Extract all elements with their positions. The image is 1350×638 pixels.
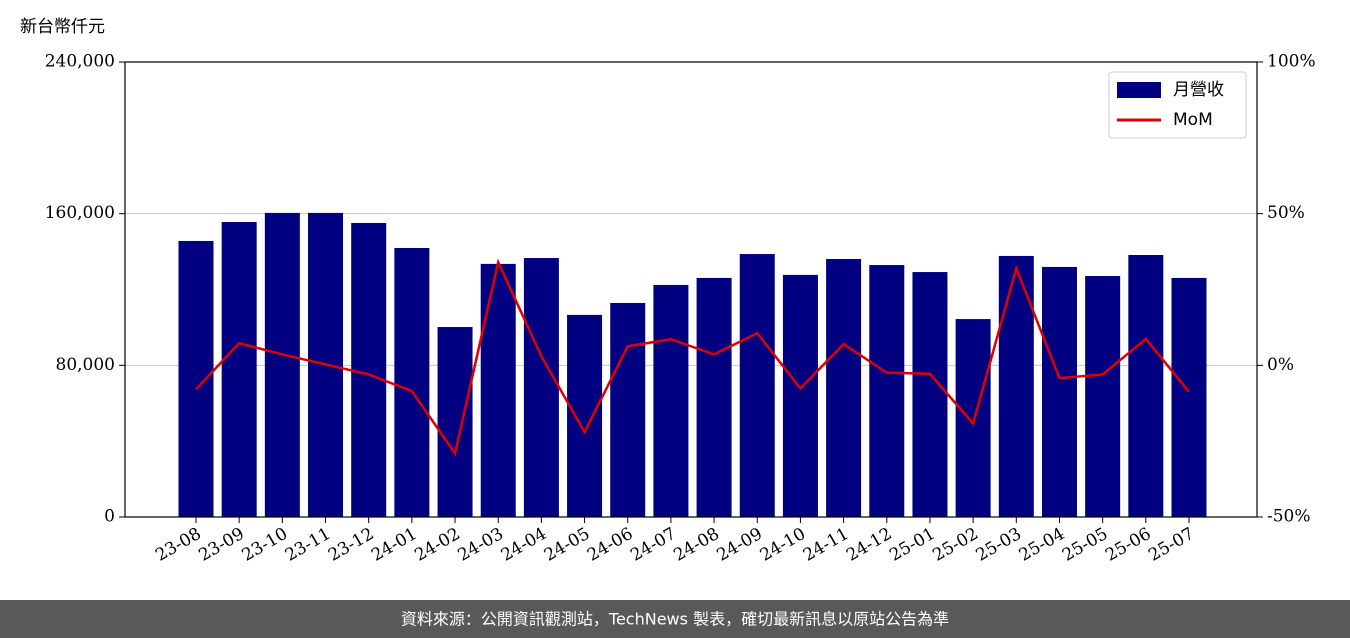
y-tick-label: 240,000 bbox=[45, 52, 115, 72]
x-tick-label: 24-03 bbox=[455, 524, 507, 566]
y-tick-label: 80,000 bbox=[56, 355, 115, 375]
footer-band bbox=[0, 600, 1350, 638]
bar bbox=[1041, 266, 1077, 517]
bar bbox=[998, 255, 1034, 517]
x-tick-label: 25-07 bbox=[1145, 524, 1197, 566]
x-tick-label: 24-10 bbox=[757, 524, 809, 566]
bar bbox=[610, 302, 646, 517]
x-tick-label: 24-02 bbox=[411, 524, 463, 566]
legend-swatch bbox=[1117, 82, 1161, 98]
x-tick-label: 24-11 bbox=[800, 524, 852, 566]
y-tick-label: 0 bbox=[104, 507, 115, 527]
bar bbox=[869, 265, 905, 517]
bar bbox=[782, 274, 818, 517]
x-tick-label: 23-12 bbox=[325, 524, 377, 566]
bar bbox=[826, 258, 862, 517]
x-tick-label: 25-03 bbox=[973, 524, 1025, 566]
y2-tick-label: 100% bbox=[1267, 52, 1316, 72]
bar bbox=[221, 222, 257, 517]
x-tick-label: 23-10 bbox=[239, 524, 291, 566]
bar bbox=[351, 222, 387, 518]
bar bbox=[912, 272, 948, 517]
y2-tick-label: -50% bbox=[1267, 507, 1311, 527]
bar bbox=[653, 284, 689, 517]
bar bbox=[696, 277, 732, 517]
x-tick-label: 24-04 bbox=[498, 524, 550, 566]
x-tick-label: 24-12 bbox=[843, 524, 895, 566]
plot-frame bbox=[124, 61, 1258, 518]
x-tick-label: 23-11 bbox=[282, 524, 334, 566]
bar bbox=[264, 212, 300, 518]
y2-tick-label: 0% bbox=[1267, 355, 1294, 375]
x-tick-label: 24-01 bbox=[368, 524, 420, 566]
bar bbox=[523, 258, 559, 517]
bar bbox=[1128, 254, 1164, 517]
x-tick-label: 24-08 bbox=[670, 524, 722, 566]
x-tick-label: 23-09 bbox=[195, 524, 247, 566]
legend-label: MoM bbox=[1173, 110, 1213, 130]
x-tick-label: 25-02 bbox=[929, 524, 981, 566]
x-tick-label: 25-05 bbox=[1059, 524, 1111, 566]
bar bbox=[1085, 276, 1121, 517]
bar bbox=[1171, 277, 1207, 517]
bar bbox=[567, 314, 603, 517]
y-tick-label: 160,000 bbox=[45, 203, 115, 223]
bar bbox=[480, 263, 516, 517]
bar bbox=[955, 319, 991, 517]
x-tick-label: 24-05 bbox=[541, 524, 593, 566]
x-tick-label: 24-09 bbox=[714, 524, 766, 566]
x-tick-label: 23-08 bbox=[152, 524, 204, 566]
source-note: 資料來源：公開資訊觀測站，TechNews 製表，確切最新訊息以原站公告為準 bbox=[401, 610, 949, 629]
y-axis-label: 新台幣仟元 bbox=[20, 17, 105, 37]
y2-tick-label: 50% bbox=[1267, 203, 1305, 223]
x-tick-label: 24-06 bbox=[584, 524, 636, 566]
bar bbox=[178, 240, 214, 517]
x-tick-label: 25-06 bbox=[1102, 524, 1154, 566]
x-tick-label: 25-01 bbox=[886, 524, 938, 566]
x-tick-label: 24-07 bbox=[627, 524, 679, 566]
legend-label: 月營收 bbox=[1173, 80, 1224, 100]
bar bbox=[437, 327, 473, 517]
bar bbox=[739, 254, 775, 517]
x-tick-label: 25-04 bbox=[1016, 524, 1068, 566]
bar bbox=[394, 247, 430, 517]
line bbox=[195, 258, 1190, 457]
